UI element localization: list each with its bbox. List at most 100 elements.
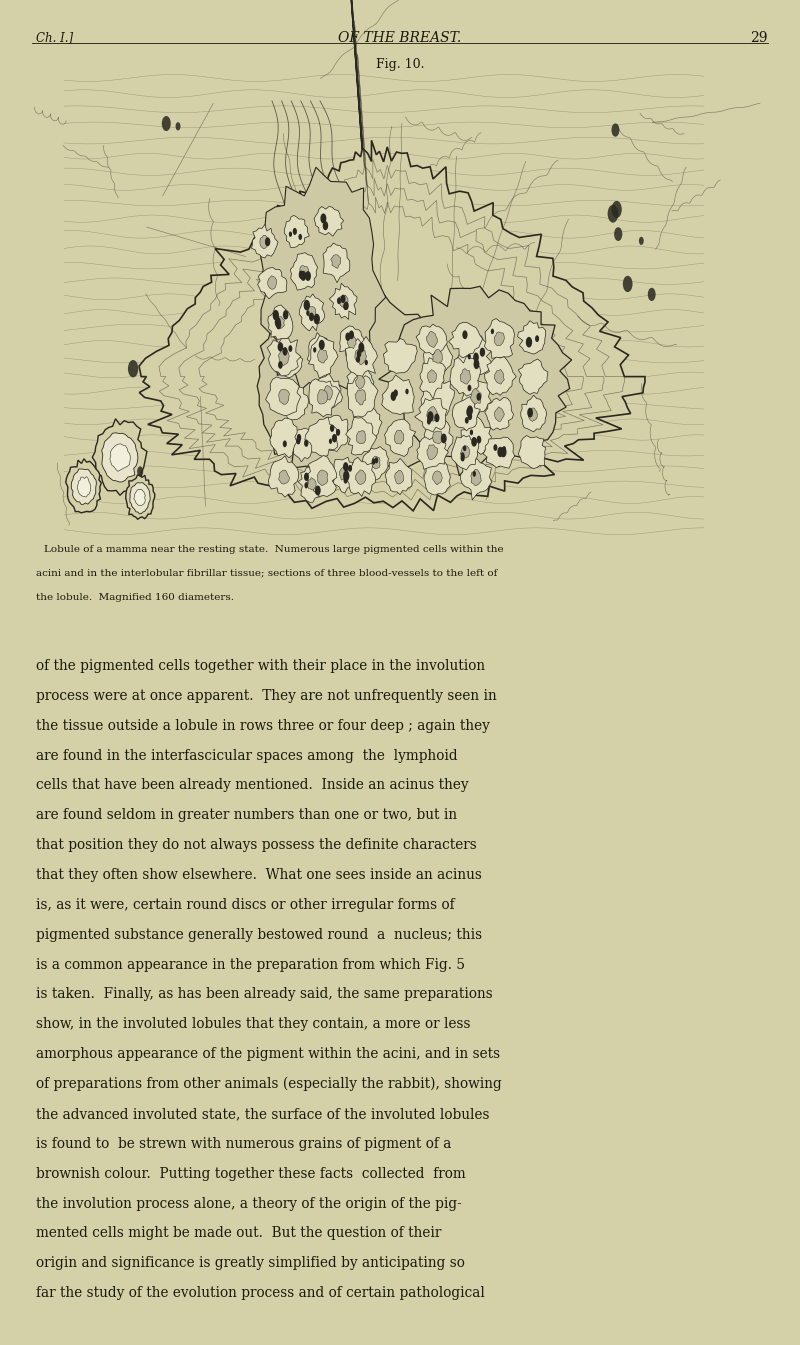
Polygon shape: [453, 397, 480, 430]
Polygon shape: [339, 295, 348, 308]
Text: amorphous appearance of the pigment within the acini, and in sets: amorphous appearance of the pigment with…: [36, 1048, 500, 1061]
Circle shape: [474, 359, 479, 369]
Circle shape: [300, 270, 306, 281]
Circle shape: [357, 350, 362, 358]
Circle shape: [265, 237, 270, 246]
Text: is a common appearance in the preparation from which Fig. 5: is a common appearance in the preparatio…: [36, 958, 465, 971]
Circle shape: [298, 234, 302, 239]
Polygon shape: [290, 253, 318, 291]
Polygon shape: [71, 469, 97, 504]
Circle shape: [137, 467, 143, 476]
Polygon shape: [284, 215, 310, 247]
Circle shape: [289, 231, 292, 237]
Circle shape: [341, 295, 346, 303]
Polygon shape: [267, 276, 277, 289]
Polygon shape: [278, 471, 290, 484]
Text: 29: 29: [750, 31, 768, 44]
Polygon shape: [528, 408, 538, 421]
Text: the advanced involuted state, the surface of the involuted lobules: the advanced involuted state, the surfac…: [36, 1107, 490, 1120]
Polygon shape: [449, 323, 482, 358]
Text: brownish colour.  Putting together these facts  collected  from: brownish colour. Putting together these …: [36, 1166, 466, 1181]
Polygon shape: [457, 336, 491, 375]
Polygon shape: [423, 340, 453, 374]
Polygon shape: [346, 457, 376, 496]
Circle shape: [467, 405, 473, 416]
Circle shape: [480, 347, 485, 356]
Polygon shape: [518, 436, 546, 468]
Polygon shape: [427, 370, 436, 383]
Circle shape: [406, 389, 409, 394]
Polygon shape: [420, 358, 446, 398]
Polygon shape: [317, 469, 328, 486]
Polygon shape: [394, 471, 404, 484]
Circle shape: [313, 347, 316, 352]
Polygon shape: [417, 437, 449, 469]
Polygon shape: [322, 416, 348, 452]
Circle shape: [526, 336, 532, 347]
Polygon shape: [267, 338, 301, 375]
Text: process were at once apparent.  They are not unfrequently seen in: process were at once apparent. They are …: [36, 689, 497, 703]
Circle shape: [365, 359, 368, 366]
Circle shape: [332, 434, 337, 443]
Polygon shape: [379, 286, 572, 476]
Polygon shape: [330, 457, 355, 494]
Polygon shape: [385, 420, 416, 456]
Text: is taken.  Finally, as has been already said, the same preparations: is taken. Finally, as has been already s…: [36, 987, 493, 1002]
Polygon shape: [372, 456, 380, 469]
Polygon shape: [78, 476, 90, 498]
Circle shape: [473, 471, 476, 476]
Circle shape: [500, 447, 506, 457]
Circle shape: [306, 311, 310, 316]
Circle shape: [343, 476, 348, 484]
Circle shape: [282, 440, 287, 448]
Circle shape: [463, 445, 466, 451]
Circle shape: [273, 309, 279, 320]
Text: OF THE BREAST.: OF THE BREAST.: [338, 31, 462, 44]
Circle shape: [462, 331, 467, 339]
Polygon shape: [283, 387, 309, 421]
Circle shape: [348, 465, 352, 472]
Circle shape: [461, 455, 465, 461]
Circle shape: [527, 408, 533, 417]
Polygon shape: [306, 456, 337, 496]
Circle shape: [390, 391, 396, 401]
Text: that position they do not always possess the definite characters: that position they do not always possess…: [36, 838, 477, 853]
Circle shape: [434, 413, 439, 422]
Circle shape: [297, 434, 302, 441]
Circle shape: [278, 360, 282, 369]
Circle shape: [372, 459, 375, 465]
Polygon shape: [260, 235, 269, 249]
Circle shape: [466, 408, 472, 417]
Circle shape: [494, 444, 498, 451]
Polygon shape: [470, 389, 481, 405]
Circle shape: [278, 342, 283, 351]
Text: pigmented substance generally bestowed round  a  nucleus; this: pigmented substance generally bestowed r…: [36, 928, 482, 942]
Polygon shape: [257, 285, 458, 486]
Polygon shape: [298, 467, 324, 502]
Circle shape: [305, 482, 308, 488]
Polygon shape: [433, 350, 442, 363]
Polygon shape: [314, 207, 343, 237]
Polygon shape: [421, 377, 454, 417]
Polygon shape: [139, 0, 645, 511]
Circle shape: [477, 393, 481, 401]
Polygon shape: [290, 428, 317, 461]
Circle shape: [394, 390, 398, 397]
Polygon shape: [110, 444, 130, 471]
Polygon shape: [258, 268, 287, 299]
Polygon shape: [518, 359, 548, 394]
Circle shape: [611, 200, 622, 218]
Polygon shape: [323, 243, 350, 282]
Circle shape: [314, 313, 320, 324]
Polygon shape: [383, 339, 418, 374]
Polygon shape: [346, 336, 378, 378]
Circle shape: [461, 452, 465, 459]
Polygon shape: [521, 395, 546, 432]
Polygon shape: [414, 398, 447, 432]
Polygon shape: [92, 418, 147, 495]
Circle shape: [304, 300, 310, 311]
Polygon shape: [356, 430, 366, 444]
Circle shape: [346, 332, 350, 340]
Polygon shape: [251, 225, 278, 258]
Circle shape: [276, 320, 282, 330]
